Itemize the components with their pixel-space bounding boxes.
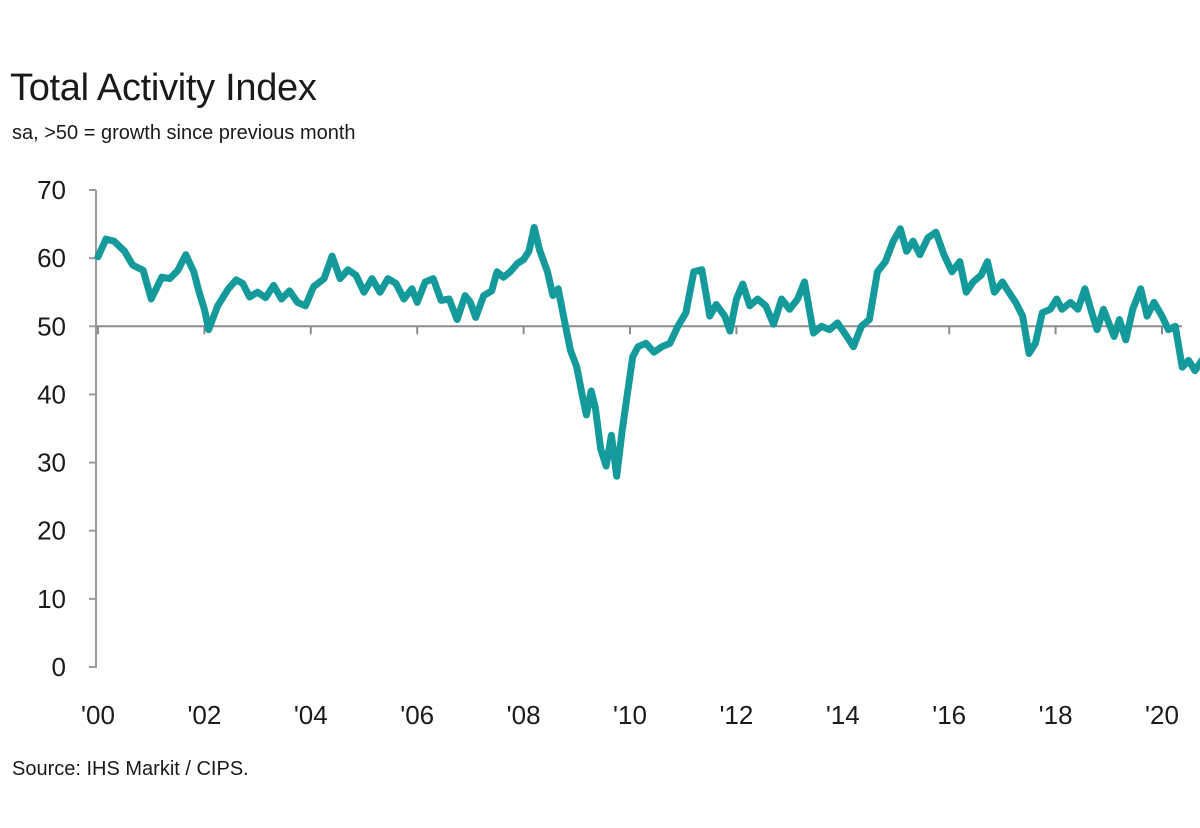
- y-tick-label: 70: [37, 175, 66, 205]
- x-tick-label: '06: [400, 700, 434, 730]
- series-line: [94, 224, 1200, 480]
- y-axis: 0 10 20 30 40 50 60 70: [37, 175, 97, 682]
- y-tick-label: 0: [52, 652, 66, 682]
- y-tick-label: 50: [37, 311, 66, 341]
- x-tick-label: '10: [613, 700, 647, 730]
- x-tick-label: '16: [932, 700, 966, 730]
- x-tick-label: '18: [1039, 700, 1073, 730]
- x-tick-label: '00: [81, 700, 115, 730]
- y-tick-label: 60: [37, 243, 66, 273]
- x-tick-label: '12: [719, 700, 753, 730]
- x-tick-label: '04: [294, 700, 328, 730]
- x-tick-label: '02: [187, 700, 221, 730]
- reference-line-50: [96, 325, 1182, 335]
- series-path: [94, 224, 1200, 480]
- x-tick-label: '08: [507, 700, 541, 730]
- y-tick-label: 20: [37, 516, 66, 546]
- x-axis: '00 '02 '04 '06 '08 '10 '12 '14 '16 '18 '20: [81, 700, 1179, 730]
- chart-subtitle: sa, >50 = growth since previous month: [12, 122, 356, 144]
- y-tick-label: 10: [37, 584, 66, 614]
- x-tick-label: '20: [1145, 700, 1179, 730]
- y-tick-label: 30: [37, 448, 66, 478]
- source-note: Source: IHS Markit / CIPS.: [12, 758, 249, 780]
- y-tick-label: 40: [37, 379, 66, 409]
- x-tick-label: '14: [826, 700, 860, 730]
- chart-title: Total Activity Index: [10, 67, 317, 109]
